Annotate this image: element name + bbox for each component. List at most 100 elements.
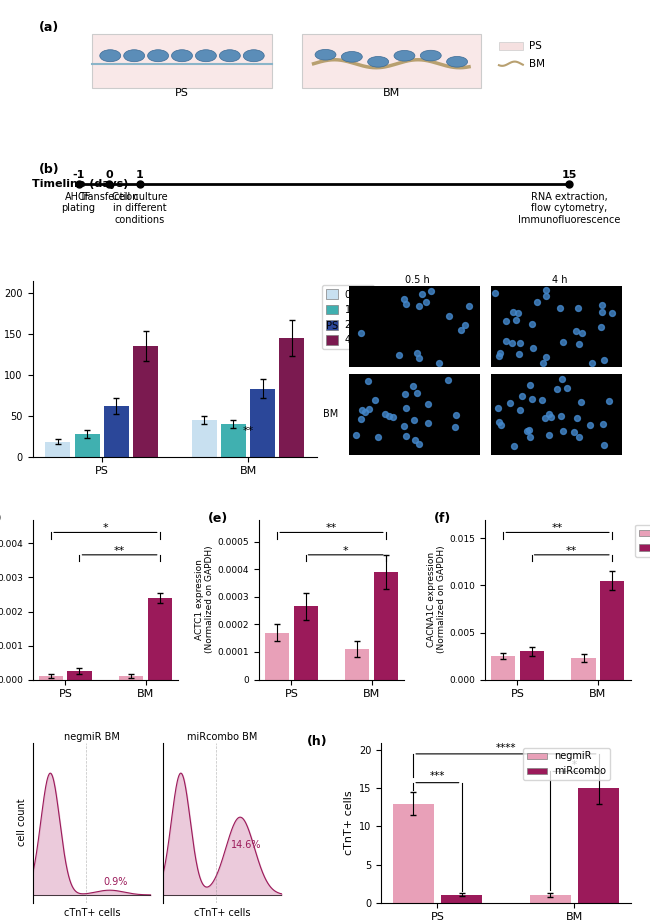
Legend: negmiR, miRcombo: negmiR, miRcombo (635, 525, 650, 557)
Y-axis label: cell count: cell count (17, 799, 27, 846)
Point (411, 346, 422, 361)
Point (400, 400, 411, 414)
Point (598, 353, 608, 367)
Point (508, 305, 518, 320)
Point (414, 350, 424, 365)
Point (511, 313, 521, 328)
FancyBboxPatch shape (92, 34, 272, 87)
Point (356, 326, 367, 341)
FancyBboxPatch shape (302, 34, 481, 87)
Point (528, 341, 538, 356)
Point (451, 407, 462, 422)
Point (525, 378, 536, 392)
FancyBboxPatch shape (499, 42, 523, 51)
Text: -1: -1 (72, 170, 84, 181)
Text: Timeline (days): Timeline (days) (32, 179, 129, 189)
Bar (441, 895, 482, 903)
Ellipse shape (124, 50, 145, 62)
Point (380, 407, 391, 422)
Bar (600, 581, 624, 680)
Y-axis label: ACTC1 expression
(Normalized on GAPDH): ACTC1 expression (Normalized on GAPDH) (195, 546, 215, 653)
Point (409, 413, 419, 427)
Title: negmiR BM: negmiR BM (64, 732, 120, 742)
Point (587, 356, 597, 370)
Point (460, 318, 470, 332)
Text: *: * (343, 545, 348, 555)
Point (513, 306, 523, 321)
Point (603, 393, 614, 408)
Bar (133, 346, 158, 457)
Ellipse shape (447, 56, 467, 67)
Point (525, 429, 535, 444)
Point (607, 306, 618, 321)
Ellipse shape (100, 50, 121, 62)
Point (562, 380, 572, 395)
Bar (374, 572, 398, 680)
Bar (68, 671, 92, 680)
Text: 0.9%: 0.9% (103, 877, 128, 887)
Point (408, 379, 418, 393)
Point (356, 412, 366, 426)
Bar (530, 895, 571, 903)
Ellipse shape (341, 52, 362, 62)
Text: Cell culture
in different
conditions: Cell culture in different conditions (112, 192, 168, 225)
Point (532, 295, 542, 309)
Point (543, 406, 554, 421)
Point (556, 409, 566, 424)
Point (456, 322, 466, 337)
Text: AHCF
plating: AHCF plating (62, 192, 96, 214)
Text: ****: **** (496, 743, 516, 752)
Text: (a): (a) (38, 21, 58, 34)
Text: **: ** (566, 545, 577, 555)
Point (526, 317, 537, 332)
Point (434, 356, 445, 370)
Point (571, 323, 582, 338)
Point (599, 437, 609, 452)
Text: (f): (f) (434, 512, 451, 525)
Bar (571, 658, 595, 680)
Point (411, 385, 422, 400)
Text: (d): (d) (0, 512, 2, 525)
Bar (75, 434, 99, 457)
Point (552, 381, 562, 396)
Point (515, 403, 525, 418)
Point (364, 402, 374, 416)
Text: Transfection: Transfection (79, 192, 139, 202)
Y-axis label: CACNA1C expression
(Normalized on GAPDH): CACNA1C expression (Normalized on GAPDH) (427, 546, 447, 653)
Point (527, 391, 538, 406)
Point (400, 387, 410, 402)
Point (541, 289, 551, 304)
Text: (e): (e) (207, 512, 227, 525)
Bar (345, 649, 369, 680)
Point (493, 414, 504, 429)
Text: **: ** (326, 523, 337, 533)
Ellipse shape (148, 50, 168, 62)
Bar (348, 286, 480, 367)
Ellipse shape (368, 56, 389, 67)
Text: *: * (572, 760, 577, 770)
Point (450, 419, 460, 434)
Point (400, 297, 411, 312)
Point (505, 396, 515, 411)
Text: 15: 15 (562, 170, 577, 181)
Point (500, 314, 511, 329)
Point (545, 410, 556, 425)
Point (555, 301, 566, 316)
Point (400, 428, 411, 443)
Bar (46, 442, 70, 457)
Point (507, 335, 517, 350)
Text: BM: BM (383, 87, 400, 98)
Bar (221, 424, 246, 457)
Ellipse shape (172, 50, 192, 62)
Text: 0: 0 (105, 170, 113, 181)
Point (410, 433, 420, 448)
Text: **: ** (114, 545, 125, 555)
Bar (120, 676, 144, 680)
Ellipse shape (421, 51, 441, 61)
Point (569, 425, 579, 439)
Text: 1: 1 (136, 170, 144, 181)
Point (574, 430, 584, 445)
Text: PS: PS (175, 87, 189, 98)
Point (540, 411, 551, 426)
Bar (39, 676, 63, 680)
